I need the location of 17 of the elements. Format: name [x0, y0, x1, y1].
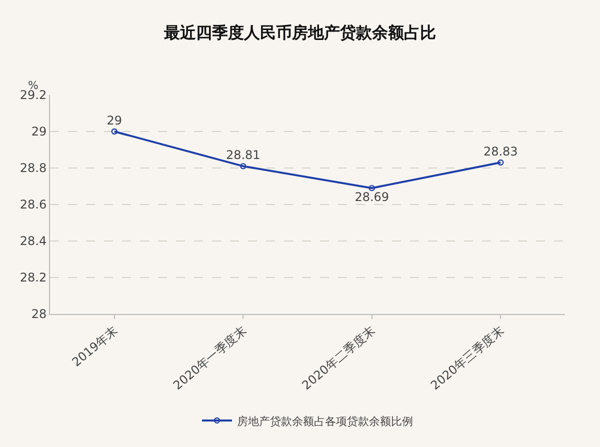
y-tick-label: 29.2 [20, 88, 47, 102]
y-tick-label: 28 [31, 307, 47, 322]
data-label: 28.83 [483, 144, 518, 158]
y-tick-label: 29 [31, 124, 47, 139]
legend-label: 房地产贷款余额占各项贷款余额比例 [237, 414, 413, 428]
y-tick-label: 28.8 [20, 161, 47, 176]
y-tick-label: 28.4 [20, 234, 47, 248]
point [498, 159, 504, 166]
data-label: 28.69 [354, 190, 390, 204]
chart-title: 最近四季度人民币房地产贷款余额占比 [163, 23, 436, 42]
data-label: 29 [106, 113, 122, 128]
y-tick-label: 28.2 [20, 270, 47, 285]
y-tick-label: 28.6 [20, 198, 47, 212]
point [240, 163, 246, 170]
point [368, 184, 375, 192]
point [111, 128, 118, 135]
data-label: 28.81 [226, 148, 260, 162]
